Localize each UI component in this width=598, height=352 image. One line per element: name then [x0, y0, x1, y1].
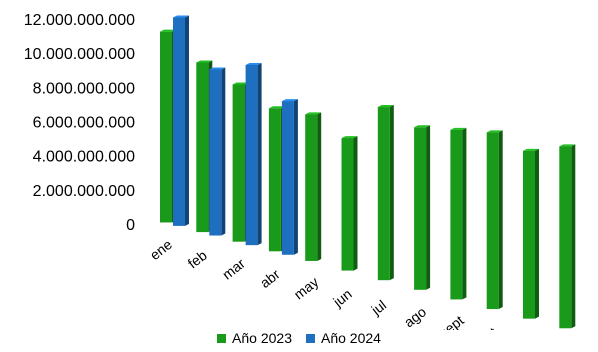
legend-label-2024: Año 2024 — [321, 330, 381, 346]
bar-jun-2023 — [341, 136, 358, 271]
y-tick-label: 0 — [126, 217, 135, 234]
bar-chart: 12.000.000.000 10.000.000.000 8.000.000.00… — [24, 12, 576, 330]
y-tick-label: 6.000.000.000 — [33, 115, 135, 132]
bar-ene-2024 — [173, 15, 189, 226]
x-tick-label-feb: feb — [185, 247, 210, 272]
y-tick-label: 10.000.000.000 — [24, 46, 135, 63]
bar-jul-2023 — [377, 105, 394, 281]
y-tick-label: 2.000.000.000 — [33, 183, 135, 200]
x-tick-label-ene: ene — [147, 236, 175, 263]
bar-may-2023 — [305, 112, 322, 261]
bar-dic-2023 — [559, 144, 576, 329]
bar-nov-2023 — [523, 148, 539, 319]
x-tick-label-mar: mar — [219, 255, 248, 283]
legend-swatch-2023 — [217, 333, 227, 343]
legend: Año 2023 Año 2024 — [0, 330, 598, 346]
x-tick-label-oct: oct — [475, 324, 500, 330]
bar-abr-2024 — [281, 99, 298, 255]
x-tick-label-jun: jun — [329, 286, 354, 311]
legend-item-2023: Año 2023 — [217, 330, 292, 346]
legend-item-2024: Año 2024 — [306, 330, 381, 346]
x-tick-label-jul: jul — [367, 297, 389, 319]
y-tick-label: 4.000.000.000 — [33, 149, 135, 166]
x-tick-label-sept: sept — [436, 312, 467, 330]
x-tick-label-ago: ago — [401, 303, 429, 330]
bar-sept-2023 — [450, 127, 467, 300]
y-tick-label: 8.000.000.000 — [33, 80, 135, 97]
bar-oct-2023 — [486, 130, 503, 310]
legend-label-2023: Año 2023 — [232, 330, 292, 346]
y-tick-label: 12.000.000.000 — [24, 12, 135, 29]
x-tick-label-may: may — [291, 274, 322, 303]
x-tick-label-abr: abr — [257, 266, 283, 291]
bar-ago-2023 — [414, 125, 431, 290]
legend-swatch-2024 — [306, 333, 315, 343]
bar-mar-2024 — [245, 62, 262, 246]
bar-feb-2024 — [209, 67, 226, 236]
